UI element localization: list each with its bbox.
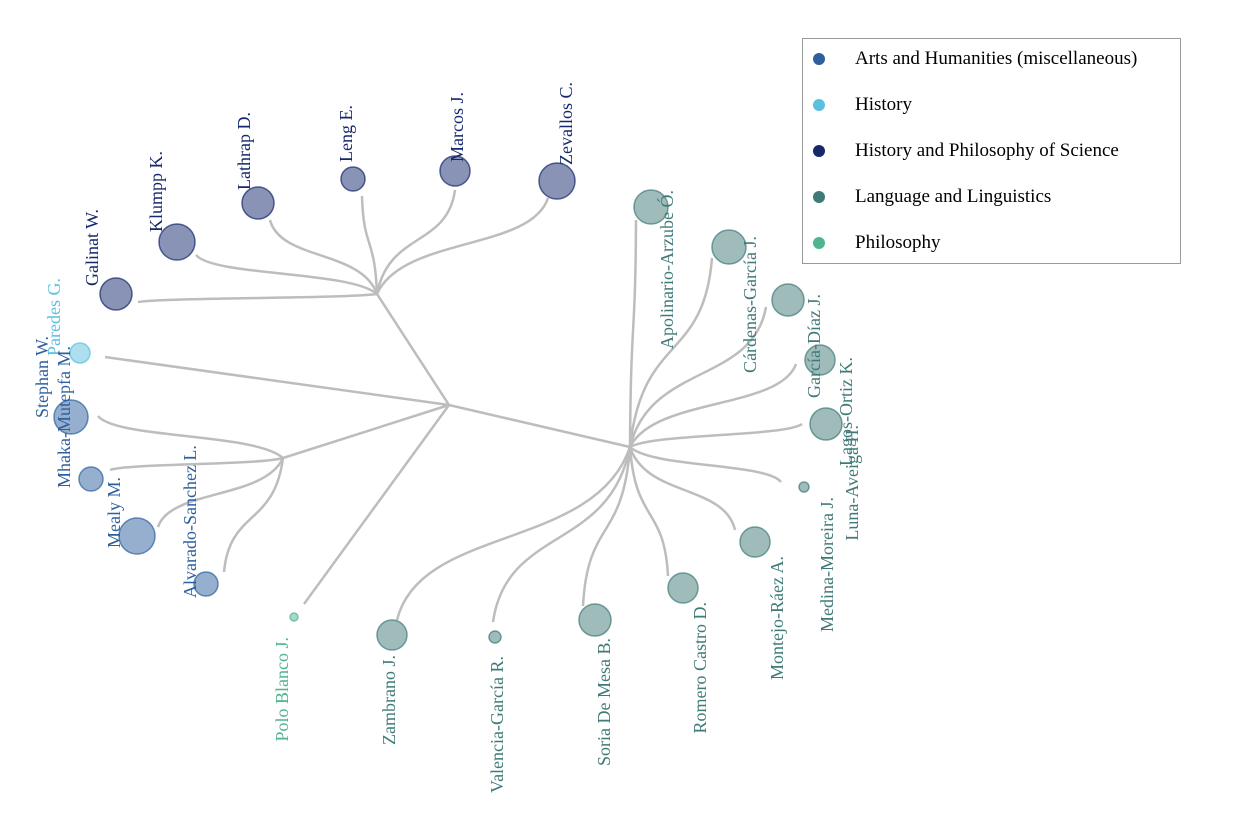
leaf-edge: [375, 189, 457, 295]
leaf-edge: [629, 446, 782, 483]
leaf-edge: [628, 306, 768, 448]
leaf-label: Galinat W.: [82, 209, 102, 286]
leaf-edge: [104, 355, 450, 407]
leaf-node: [376, 619, 408, 651]
leaf-node: [633, 189, 669, 225]
leaf-edge: [137, 292, 378, 304]
leaf-node: [667, 572, 699, 604]
leaf-label: Romero Castro D.: [690, 602, 710, 733]
leaf-label: Klumpp K.: [146, 151, 166, 232]
leaf-edge: [268, 219, 379, 295]
leaf-node: [118, 517, 156, 555]
leaf-edge: [97, 415, 284, 459]
leaf-label: Zambrano J.: [379, 655, 399, 745]
leaf-edge: [195, 254, 378, 295]
leaf-label: Lathrap D.: [234, 112, 254, 190]
leaf-edge: [628, 219, 638, 448]
leaf-label: Paredes G.: [44, 278, 64, 356]
legend-marker: [813, 99, 825, 111]
leaf-label: Leng E.: [336, 105, 356, 162]
leaf-node: [711, 229, 747, 265]
leaf-label: Apolinario-Arzube Ó.: [656, 190, 677, 349]
legend-marker: [813, 237, 825, 249]
leaf-node: [78, 466, 104, 492]
leaf-edge: [360, 195, 379, 295]
leaf-edge: [581, 446, 632, 607]
leaf-edge: [375, 197, 550, 295]
leaf-edge: [628, 257, 714, 448]
leaf-label: Montejo-Ráez A.: [767, 556, 787, 680]
leaf-node: [69, 342, 91, 364]
leaf-label: Stephan W.: [32, 336, 52, 418]
legend: Arts and Humanities (miscellaneous) Hist…: [802, 38, 1181, 264]
leaf-node: [193, 571, 219, 597]
leaf-label: Cárdenas-García J.: [740, 236, 760, 373]
leaf-node: [804, 344, 836, 376]
leaf-node: [289, 612, 299, 622]
leaf-edge: [629, 422, 803, 449]
leaf-label: Mhaka-Mutepfa M.: [54, 346, 74, 488]
leaf-edge: [222, 457, 285, 573]
leaf-edge: [395, 446, 632, 621]
leaf-edge: [156, 457, 285, 528]
leaf-label: García-Díaz J.: [804, 294, 824, 398]
leaf-edge: [628, 363, 798, 448]
leaf-node: [158, 223, 196, 261]
leaf-label: Soria De Mesa B.: [594, 638, 614, 766]
leaf-edge: [628, 446, 737, 531]
leaf-node: [340, 166, 366, 192]
leaf-node: [488, 630, 502, 644]
leaf-edge: [109, 456, 284, 472]
leaf-label: Luna-Aveiga H.: [842, 425, 862, 541]
leaf-node: [439, 155, 471, 187]
leaf-label: Lagos-Ortiz K.: [836, 357, 856, 466]
leaf-label: Polo Blanco J.: [272, 637, 292, 742]
legend-label: Arts and Humanities (miscellaneous): [855, 48, 1138, 69]
legend-marker: [813, 53, 825, 65]
legend-label: Philosophy: [855, 232, 941, 253]
leaf-label: Alvarado-Sanchez L.: [180, 445, 200, 598]
legend-label: Language and Linguistics: [855, 186, 1052, 207]
legend-label: History: [855, 94, 912, 115]
leaf-node: [739, 526, 771, 558]
leaf-edge: [491, 446, 632, 623]
leaf-edge: [302, 404, 451, 605]
leaf-node: [538, 162, 576, 200]
leaf-edge: [628, 446, 670, 577]
leaf-node: [809, 407, 843, 441]
leaf-node: [771, 283, 805, 317]
trunk-edge: [282, 403, 450, 460]
trunk-edge: [375, 293, 451, 406]
legend-marker: [813, 145, 825, 157]
leaf-label: Medina-Moreira J.: [817, 497, 837, 632]
leaf-label: Mealy M.: [104, 477, 124, 548]
legend-label: History and Philosophy of Science: [855, 140, 1119, 161]
leaf-node: [798, 481, 810, 493]
leaf-node: [99, 277, 133, 311]
leaf-node: [53, 399, 89, 435]
leaf-label: Valencia-García R.: [487, 656, 507, 793]
leaf-node: [578, 603, 612, 637]
leaf-label: Marcos J.: [447, 92, 467, 162]
trunk-edge: [448, 403, 631, 449]
legend-marker: [813, 191, 825, 203]
leaf-node: [241, 186, 275, 220]
leaf-label: Zevallos C.: [556, 82, 576, 165]
